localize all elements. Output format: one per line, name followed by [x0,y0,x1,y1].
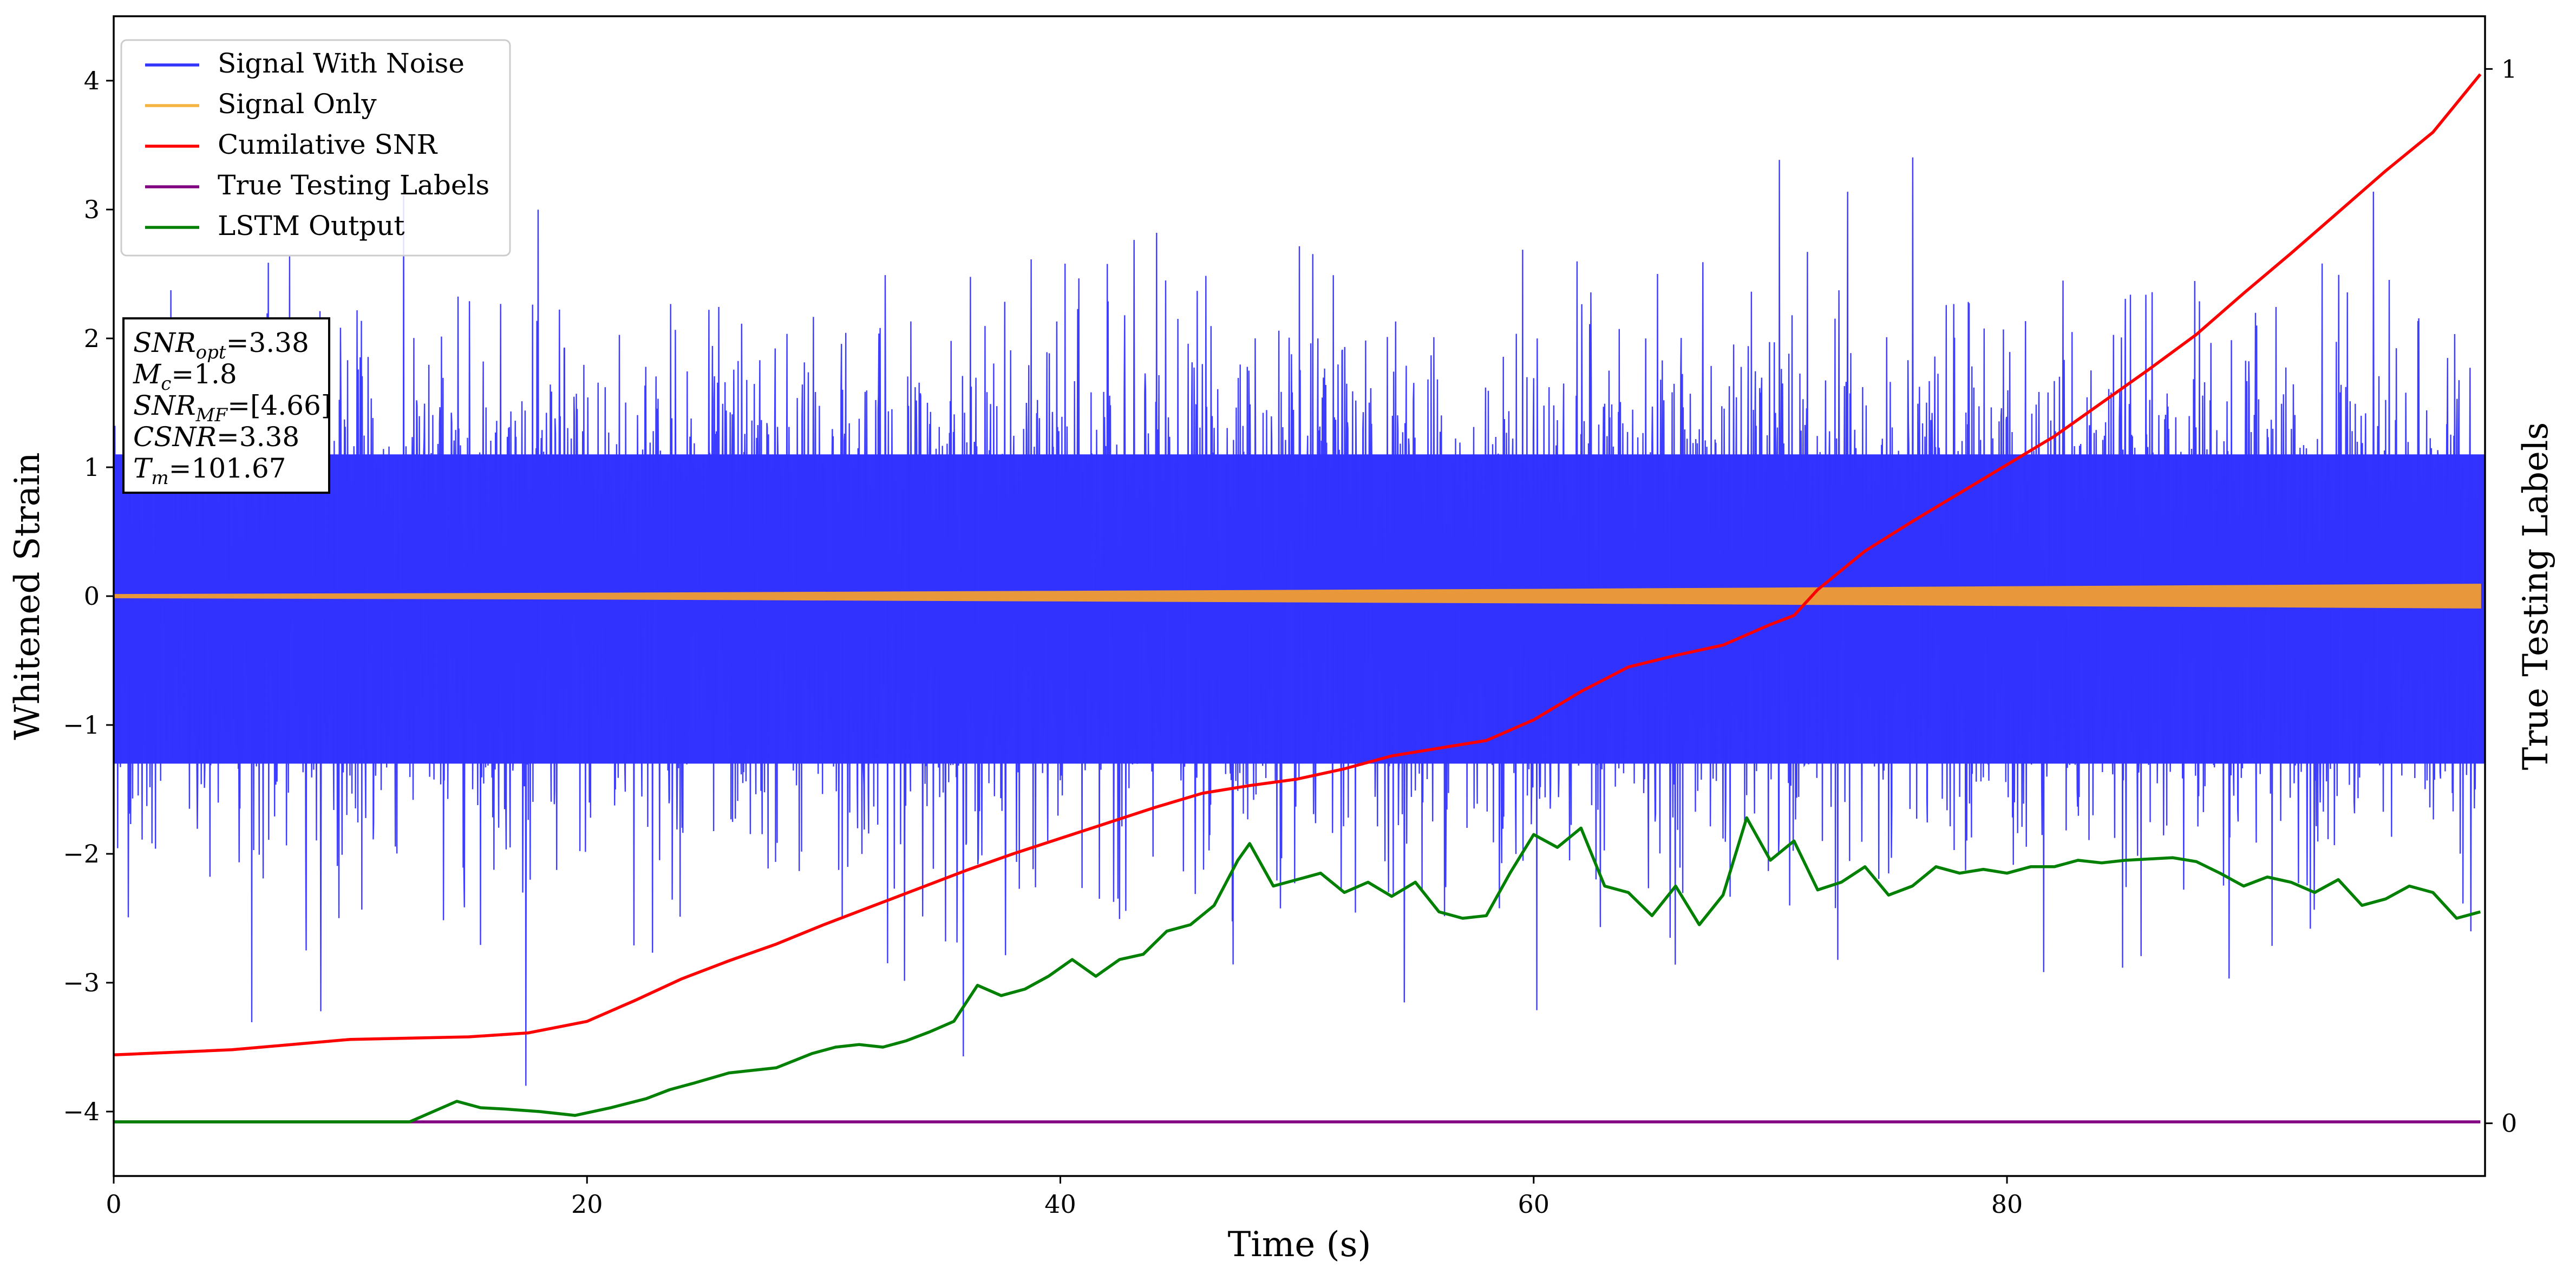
y-tick-label: −4 [63,1097,100,1126]
annotation-frame [122,317,330,494]
x-tick-label: 40 [1044,1190,1076,1219]
x-tick-label: 60 [1518,1190,1549,1219]
y-axis-label: Whitened Strain [8,452,48,740]
x-tick-label: 0 [106,1190,121,1219]
series-lstm-output [114,816,2481,1123]
annotation-line: SNRopt=3.38 [133,327,309,363]
y-tick-label: 3 [84,195,100,224]
x-tick-label: 20 [571,1190,603,1219]
signal-with-noise-line [114,157,2481,1086]
y-tick-label: 1 [84,453,100,482]
y-tick-label: 0 [84,582,100,611]
signal-with-noise-series [114,157,2485,1086]
signal-only-envelope [114,584,2481,609]
signal-only-series [114,584,2481,609]
y-right-axis-label: True Testing Labels [2516,422,2556,770]
legend-label: Cumilative SNR [218,129,437,160]
series-cumilative-snr [114,73,2482,1057]
line-series-group [114,73,2482,1123]
legend-frame [120,39,511,257]
y-tick-label: −2 [63,839,100,868]
legend-label: True Testing Labels [218,169,489,201]
legend-label: Signal Only [218,88,377,120]
y-right-tick-label: 1 [2501,54,2517,83]
annotation-line: SNRMF=[4.66] [133,390,331,426]
y-tick-label: 2 [84,324,100,353]
y-tick-label: −1 [63,710,100,740]
x-axis-label: Time (s) [1228,1225,1371,1265]
y-tick-label: 4 [84,66,100,95]
axes: 0 20 40 60 80 4 3 2 1 0 −1 −2 −3 −4 1 0 Time (s) Whitened… [8,15,2556,1265]
annotation-box: SNRopt=3.38Mc=1.8SNRMF=[4.66]CSNR=3.38Tm… [122,317,331,494]
annotation-line: Tm=101.67 [133,453,286,489]
y-right-tick-label: 0 [2501,1109,2517,1138]
annotation-line: CSNR=3.38 [133,421,299,453]
annotation-line: Mc=1.8 [133,358,237,395]
x-tick-label: 80 [1991,1190,2023,1219]
y-tick-label: −3 [63,968,100,997]
legend-label: Signal With Noise [218,48,465,79]
legend-label: LSTM Output [218,210,404,241]
legend: Signal With Noise Signal Only Cumilative S… [120,39,511,257]
